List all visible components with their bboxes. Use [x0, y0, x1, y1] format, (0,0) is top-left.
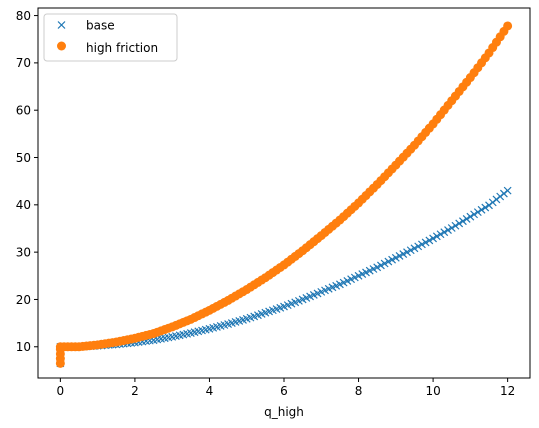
data-point-base — [429, 234, 438, 243]
data-point-base — [470, 210, 479, 219]
data-point-base — [458, 217, 467, 226]
data-point-base — [414, 242, 423, 251]
legend-label-base: base — [86, 19, 115, 33]
data-point-base — [444, 226, 452, 235]
data-point-base — [481, 203, 490, 212]
legend: base high friction — [43, 13, 178, 62]
x-axis: 0 2 4 6 8 10 12 — [57, 378, 515, 398]
data-point-base — [440, 228, 449, 237]
x-axis-title: q_high — [264, 405, 304, 419]
data-point-base — [473, 208, 482, 217]
data-point-base — [425, 236, 434, 245]
y-axis: 10 20 30 40 50 60 70 80 — [16, 9, 38, 354]
x-tick-label: 12 — [500, 384, 515, 398]
data-point-base — [455, 219, 464, 228]
data-point-base — [451, 221, 460, 230]
data-point-base — [380, 259, 389, 268]
x-tick-label: 4 — [206, 384, 214, 398]
data-point-base — [384, 257, 393, 266]
series-high-friction — [55, 21, 513, 368]
data-point-base — [410, 244, 419, 253]
data-point-base — [503, 186, 512, 195]
data-point-base — [399, 250, 408, 258]
y-tick-label: 80 — [16, 9, 31, 23]
data-point-high-friction — [503, 21, 513, 31]
y-tick-label: 70 — [16, 56, 31, 70]
data-point-base — [373, 263, 382, 272]
y-tick-label: 20 — [16, 293, 31, 307]
x-tick-label: 0 — [57, 384, 65, 398]
x-tick-label: 10 — [425, 384, 440, 398]
x-tick-label: 6 — [280, 384, 288, 398]
data-point-base — [436, 230, 445, 239]
y-tick-label: 40 — [16, 198, 31, 212]
data-point-base — [421, 238, 430, 247]
data-point-base — [376, 261, 385, 270]
data-point-base — [462, 215, 471, 223]
y-tick-label: 50 — [16, 151, 31, 165]
data-point-base — [403, 248, 411, 257]
legend-marker-base — [57, 21, 66, 29]
legend-label-high-friction: high friction — [86, 41, 158, 55]
plot-frame — [37, 7, 531, 379]
y-tick-label: 10 — [16, 340, 31, 354]
y-tick-label: 60 — [16, 103, 31, 117]
data-point-base — [391, 253, 400, 262]
x-tick-label: 2 — [131, 384, 139, 398]
data-point-base — [432, 232, 441, 241]
legend-box — [43, 13, 178, 62]
data-point-base — [466, 212, 475, 221]
data-point-base — [447, 224, 456, 232]
data-point-base — [417, 240, 426, 249]
legend-marker-high-friction — [57, 41, 66, 51]
x-tick-label: 8 — [355, 384, 363, 398]
data-point-base — [388, 255, 397, 264]
data-point-base — [406, 246, 415, 255]
data-point-base — [395, 252, 404, 260]
data-point-base — [477, 205, 486, 214]
y-tick-label: 30 — [16, 245, 31, 259]
